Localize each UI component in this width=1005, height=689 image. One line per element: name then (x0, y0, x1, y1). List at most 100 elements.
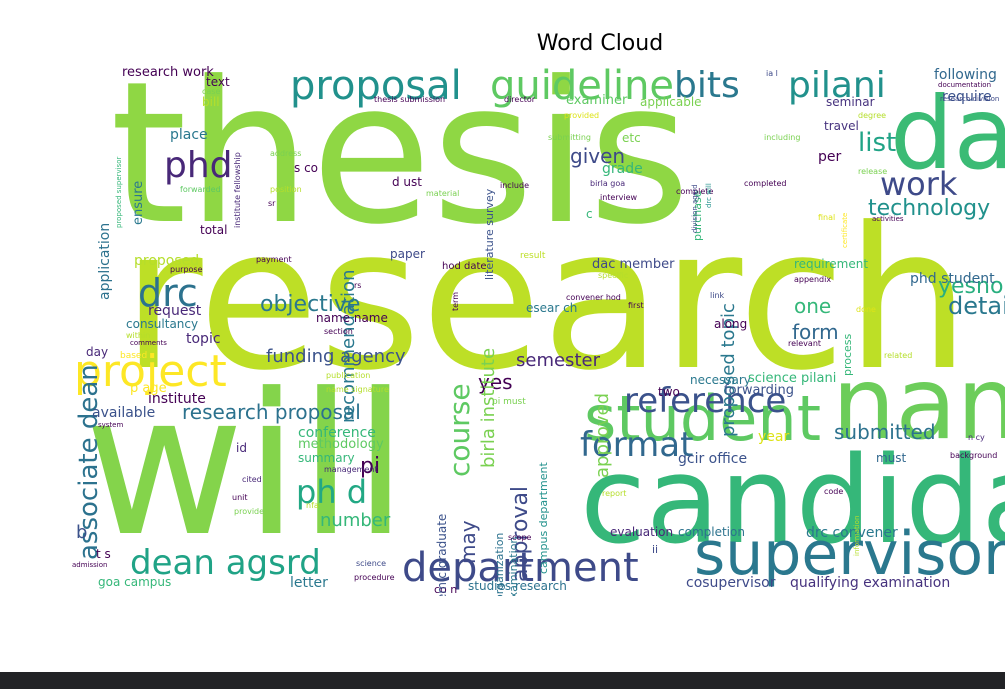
word-application: application (97, 222, 113, 300)
word-system: system (98, 421, 124, 429)
word-birla-institute: birla institute (478, 347, 499, 468)
word-final: final (818, 213, 836, 222)
word-place: place (170, 127, 208, 143)
word-position: position (270, 185, 302, 194)
word-drc-will: drc will (705, 183, 713, 208)
word-comments: comments (130, 339, 167, 347)
word-will: will (84, 352, 408, 580)
word-grade: grade (602, 161, 643, 177)
word-drc: drc (138, 271, 198, 315)
word-two: two (658, 385, 680, 399)
word-within: within (126, 331, 151, 340)
word-management: management (324, 465, 378, 474)
word-request: request (148, 303, 202, 319)
word-guideline: guideline (490, 63, 675, 109)
word-include: include (500, 181, 529, 190)
word-format: format (580, 425, 694, 465)
word-activities: activities (872, 215, 904, 223)
word-studies-research: studies research (468, 579, 567, 593)
word-dac-member: dac member (592, 257, 675, 272)
word-dean-agsrd: dean agsrd (130, 543, 321, 583)
word-information: information (853, 515, 861, 556)
word-background: background (950, 451, 998, 460)
word-provided: provided (564, 111, 600, 120)
word-recommendation: recommendation (338, 269, 359, 423)
word-objective: objective (260, 292, 361, 317)
word-phd: phd (164, 145, 233, 186)
word-relevant: relevant (788, 339, 822, 348)
word-letter: letter (290, 575, 328, 591)
word-publication: publication (326, 371, 371, 380)
word-result: result (520, 251, 546, 261)
word-process: process (841, 333, 854, 376)
word-specific: specific (598, 271, 629, 280)
word-pi: pi (360, 454, 381, 479)
word-purpose: purpose (170, 265, 203, 274)
word-co-n: co n (434, 583, 458, 596)
word-thesis-submission: thesis submission (374, 95, 446, 104)
word-date: date (890, 75, 1005, 192)
word-institute-fellowship: institute fellowship (233, 152, 242, 228)
chart-title: Word Cloud (536, 31, 664, 56)
word-ia-l: ia l (766, 69, 778, 78)
word-procedure: procedure (354, 573, 395, 582)
word-form: form (792, 320, 839, 344)
word-qualifying-examination: qualifying examination (790, 575, 951, 591)
word-academic-graduate: academic graduate (435, 513, 449, 596)
word-birla-goa: birla goa (590, 179, 626, 188)
word-submitted: submitted (834, 420, 936, 444)
word-phd-student: phd student (910, 271, 995, 287)
word-b: b (76, 522, 88, 543)
word-id: id (236, 441, 247, 455)
word-completion: completion (678, 525, 745, 539)
word-term: term (451, 292, 460, 311)
word-n-cy: n cy (968, 433, 985, 442)
word-material: material (426, 189, 460, 198)
word-organization: organization (493, 532, 506, 596)
word-interview: interview (600, 193, 638, 202)
word-address: address (270, 149, 302, 158)
word-scope: scope (508, 533, 532, 542)
word-approved: approved (592, 392, 613, 478)
word-candidate: candidate (580, 432, 1005, 571)
word-science-pilani: science pilani (748, 371, 837, 386)
word-supervisor: supervisor (694, 519, 1005, 589)
word-hod-date: hod date (442, 261, 487, 272)
word-student: student (584, 382, 822, 455)
word-case: case (202, 87, 221, 96)
word-gcir-office: gcir office (678, 451, 748, 467)
word-day: day (86, 345, 109, 359)
word-done: done (856, 305, 876, 314)
word-year: year (758, 429, 790, 445)
word-project: project (74, 346, 227, 397)
word-text: text (206, 75, 230, 89)
word-first: first (628, 301, 644, 310)
word-examination: examination (507, 536, 520, 596)
word-ii: ii (652, 543, 659, 556)
word-department: department (402, 545, 639, 591)
word-name-name: name name (316, 311, 388, 325)
word-summary: summary (298, 451, 355, 465)
word-sr: sr (268, 199, 276, 208)
word-research: research (122, 186, 970, 414)
word-link: link (710, 291, 725, 300)
word-name-signature: name signature (326, 385, 389, 394)
word-s-co: s co (294, 161, 319, 175)
word-d-ust: d ust (392, 175, 422, 189)
word-completed: completed (744, 179, 787, 188)
word-goa-campus: goa campus (98, 575, 172, 589)
bottom-bar (0, 672, 1005, 689)
word-release: release (858, 167, 888, 176)
word-along: along (714, 317, 748, 331)
word-institute: institute (148, 391, 206, 407)
word-pi-must: pi must (492, 397, 526, 407)
word-requirement: requirement (794, 257, 869, 271)
word-code: code (824, 487, 844, 496)
word-forwarded: forwarded (180, 185, 221, 194)
word-proposed: proposed (134, 253, 200, 269)
word-certificate: certificate (841, 212, 849, 248)
word-name: name (832, 345, 1005, 462)
word-topic: topic (186, 331, 221, 347)
word-director: director (504, 95, 536, 104)
word-applicable: applicable (640, 95, 702, 109)
